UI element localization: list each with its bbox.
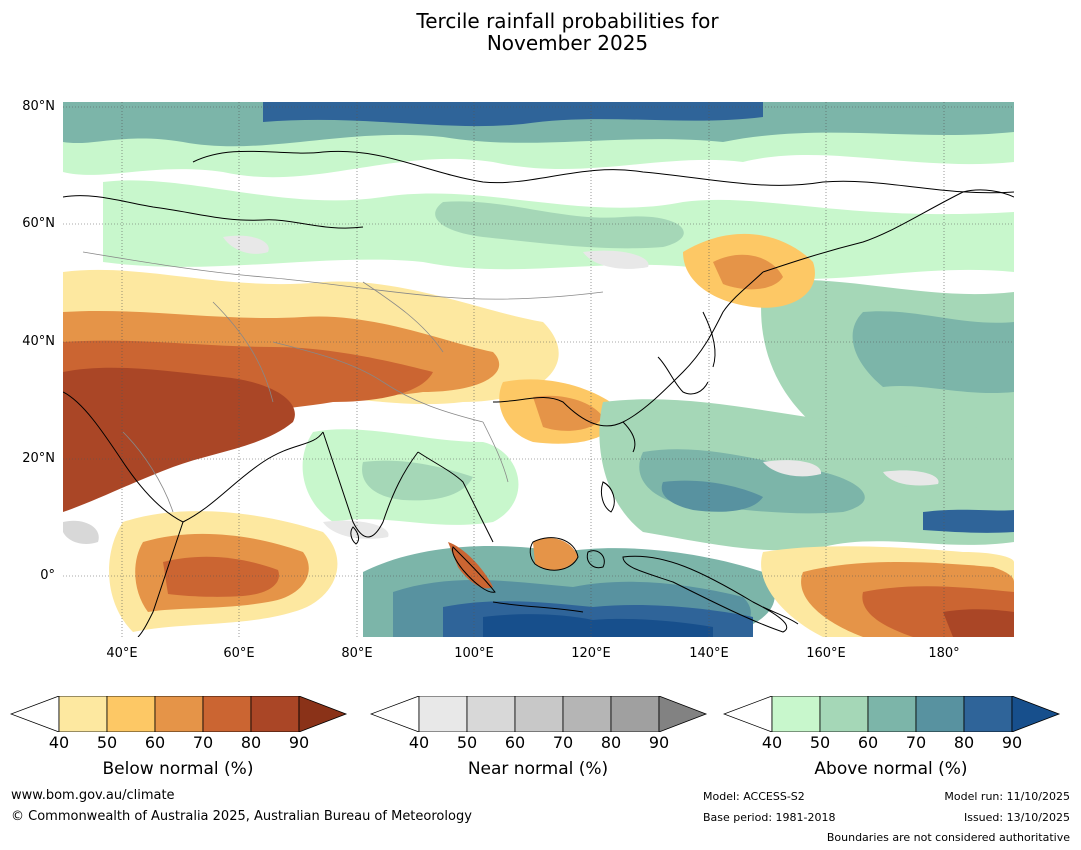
colorbar-near-tick: 70 [552, 733, 574, 752]
colorbar-below-seg-1 [58, 696, 108, 732]
colorbar-near-title: Near normal (%) [467, 759, 609, 779]
colorbar-above-seg-5 [963, 696, 1013, 732]
map-title: Tercile rainfall probabilities for Novem… [0, 10, 1081, 54]
colorbar-below-seg-2 [106, 696, 156, 732]
colorbar-above-tick: 90 [1001, 733, 1023, 752]
colorbar-below-segments [10, 696, 348, 732]
probability-map [63, 102, 1014, 637]
colorbar-above-tri-left [723, 696, 773, 732]
map-canvas [63, 102, 1014, 637]
colorbar-near-seg-1 [418, 696, 468, 732]
colorbar-below-seg-5 [250, 696, 300, 732]
lat-label-0: 0° [40, 568, 55, 583]
colorbar-above-tick: 60 [857, 733, 879, 752]
lat-label-60n: 60°N [22, 216, 55, 231]
lon-label-140e: 140°E [689, 646, 729, 661]
issued-text: Issued: 13/10/2025 [963, 811, 1070, 824]
colorbar-below-seg-3 [154, 696, 204, 732]
title-line-2: November 2025 [486, 31, 649, 55]
colorbar-above-seg-1 [771, 696, 821, 732]
colorbar-near-seg-2 [466, 696, 516, 732]
copyright-text: © Commonwealth of Australia 2025, Austra… [11, 809, 472, 824]
colorbar-near-seg-5 [610, 696, 660, 732]
colorbar-near-seg-4 [562, 696, 612, 732]
colorbar-above-tick: 70 [905, 733, 927, 752]
colorbar-below-tri-left [10, 696, 60, 732]
colorbar-below-seg-4 [202, 696, 252, 732]
colorbar-near-tick: 90 [648, 733, 670, 752]
colorbar-below [10, 696, 348, 732]
colorbar-near-tick: 80 [600, 733, 622, 752]
colorbar-near-tri-left [370, 696, 420, 732]
colorbar-near [370, 696, 708, 732]
colorbar-below-tick: 80 [240, 733, 262, 752]
colorbar-near-tick: 60 [504, 733, 526, 752]
colorbar-above-seg-2 [819, 696, 869, 732]
lon-label-80e: 80°E [341, 646, 373, 661]
lon-label-160e: 160°E [806, 646, 846, 661]
colorbar-above-seg-4 [915, 696, 965, 732]
model-run-text: Model run: 11/10/2025 [944, 790, 1070, 803]
colorbar-above-tick: 50 [809, 733, 831, 752]
colorbar-below-tick: 40 [48, 733, 70, 752]
colorbar-below-tick: 60 [144, 733, 166, 752]
colorbar-near-tick: 40 [408, 733, 430, 752]
colorbar-above-seg-3 [867, 696, 917, 732]
colorbar-below-tick: 90 [288, 733, 310, 752]
colorbar-above-tri-right [1011, 696, 1061, 732]
colorbar-near-segments [370, 696, 708, 732]
website-link[interactable]: www.bom.gov.au/climate [11, 788, 175, 803]
colorbar-above-segments [723, 696, 1061, 732]
title-line-1: Tercile rainfall probabilities for [416, 9, 719, 33]
colorbar-above-tick: 40 [761, 733, 783, 752]
colorbar-near-tri-right [658, 696, 708, 732]
lon-label-40e: 40°E [106, 646, 138, 661]
colorbar-below-tri-right [298, 696, 348, 732]
colorbar-near-tick: 50 [456, 733, 478, 752]
lon-label-120e: 120°E [571, 646, 611, 661]
colorbar-above-tick: 80 [953, 733, 975, 752]
colorbar-below-tick: 70 [192, 733, 214, 752]
colorbar-below-title: Below normal (%) [102, 759, 254, 779]
lon-label-60e: 60°E [223, 646, 255, 661]
model-text: Model: ACCESS-S2 [703, 790, 805, 803]
lon-label-180: 180° [928, 646, 960, 661]
colorbar-below-tick: 50 [96, 733, 118, 752]
lon-label-100e: 100°E [454, 646, 494, 661]
disclaimer-text: Boundaries are not considered authoritat… [826, 831, 1070, 844]
lat-label-80n: 80°N [22, 99, 55, 114]
colorbar-above [723, 696, 1061, 732]
base-period-text: Base period: 1981-2018 [703, 811, 836, 824]
colorbar-near-seg-3 [514, 696, 564, 732]
lat-label-20n: 20°N [22, 451, 55, 466]
lat-label-40n: 40°N [22, 334, 55, 349]
colorbar-above-title: Above normal (%) [814, 759, 968, 779]
